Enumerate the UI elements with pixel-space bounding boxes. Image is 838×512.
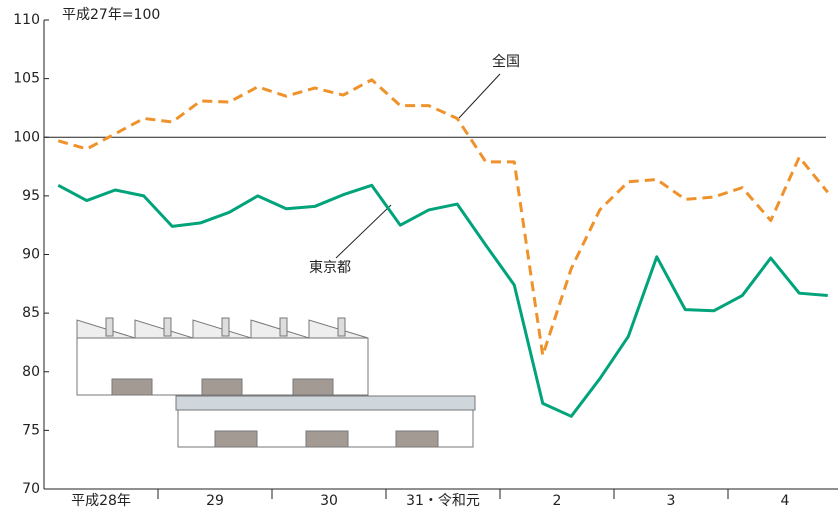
- y-tick-label: 85: [22, 305, 40, 321]
- x-tick-label: 3: [667, 493, 676, 509]
- series-label: 全国: [492, 53, 520, 70]
- factory-illustration: [76, 317, 476, 448]
- x-tick-label: 30: [320, 493, 338, 509]
- leader-line: [335, 204, 392, 259]
- series-label: 東京都: [309, 260, 351, 276]
- line-series: [57, 78, 829, 357]
- y-tick-label: 80: [22, 364, 40, 380]
- y-tick-label: 70: [22, 481, 40, 497]
- y-tick-label: 100: [13, 129, 40, 145]
- unit-label: 平成27年=100: [62, 7, 160, 23]
- y-tick-label: 95: [22, 188, 40, 204]
- x-tick-label: 4: [781, 493, 790, 509]
- x-tick-label: 2: [553, 493, 562, 509]
- x-tick-label: 平成28年: [71, 493, 131, 509]
- x-tick-label: 29: [206, 493, 224, 509]
- y-tick-label: 105: [13, 71, 40, 87]
- y-tick-label: 75: [22, 422, 40, 438]
- y-tick-label: 90: [22, 247, 40, 263]
- x-tick-label: 31・令和元: [406, 493, 480, 509]
- line-series: [57, 183, 828, 418]
- leader-line: [458, 73, 501, 119]
- y-tick-label: 110: [13, 12, 40, 28]
